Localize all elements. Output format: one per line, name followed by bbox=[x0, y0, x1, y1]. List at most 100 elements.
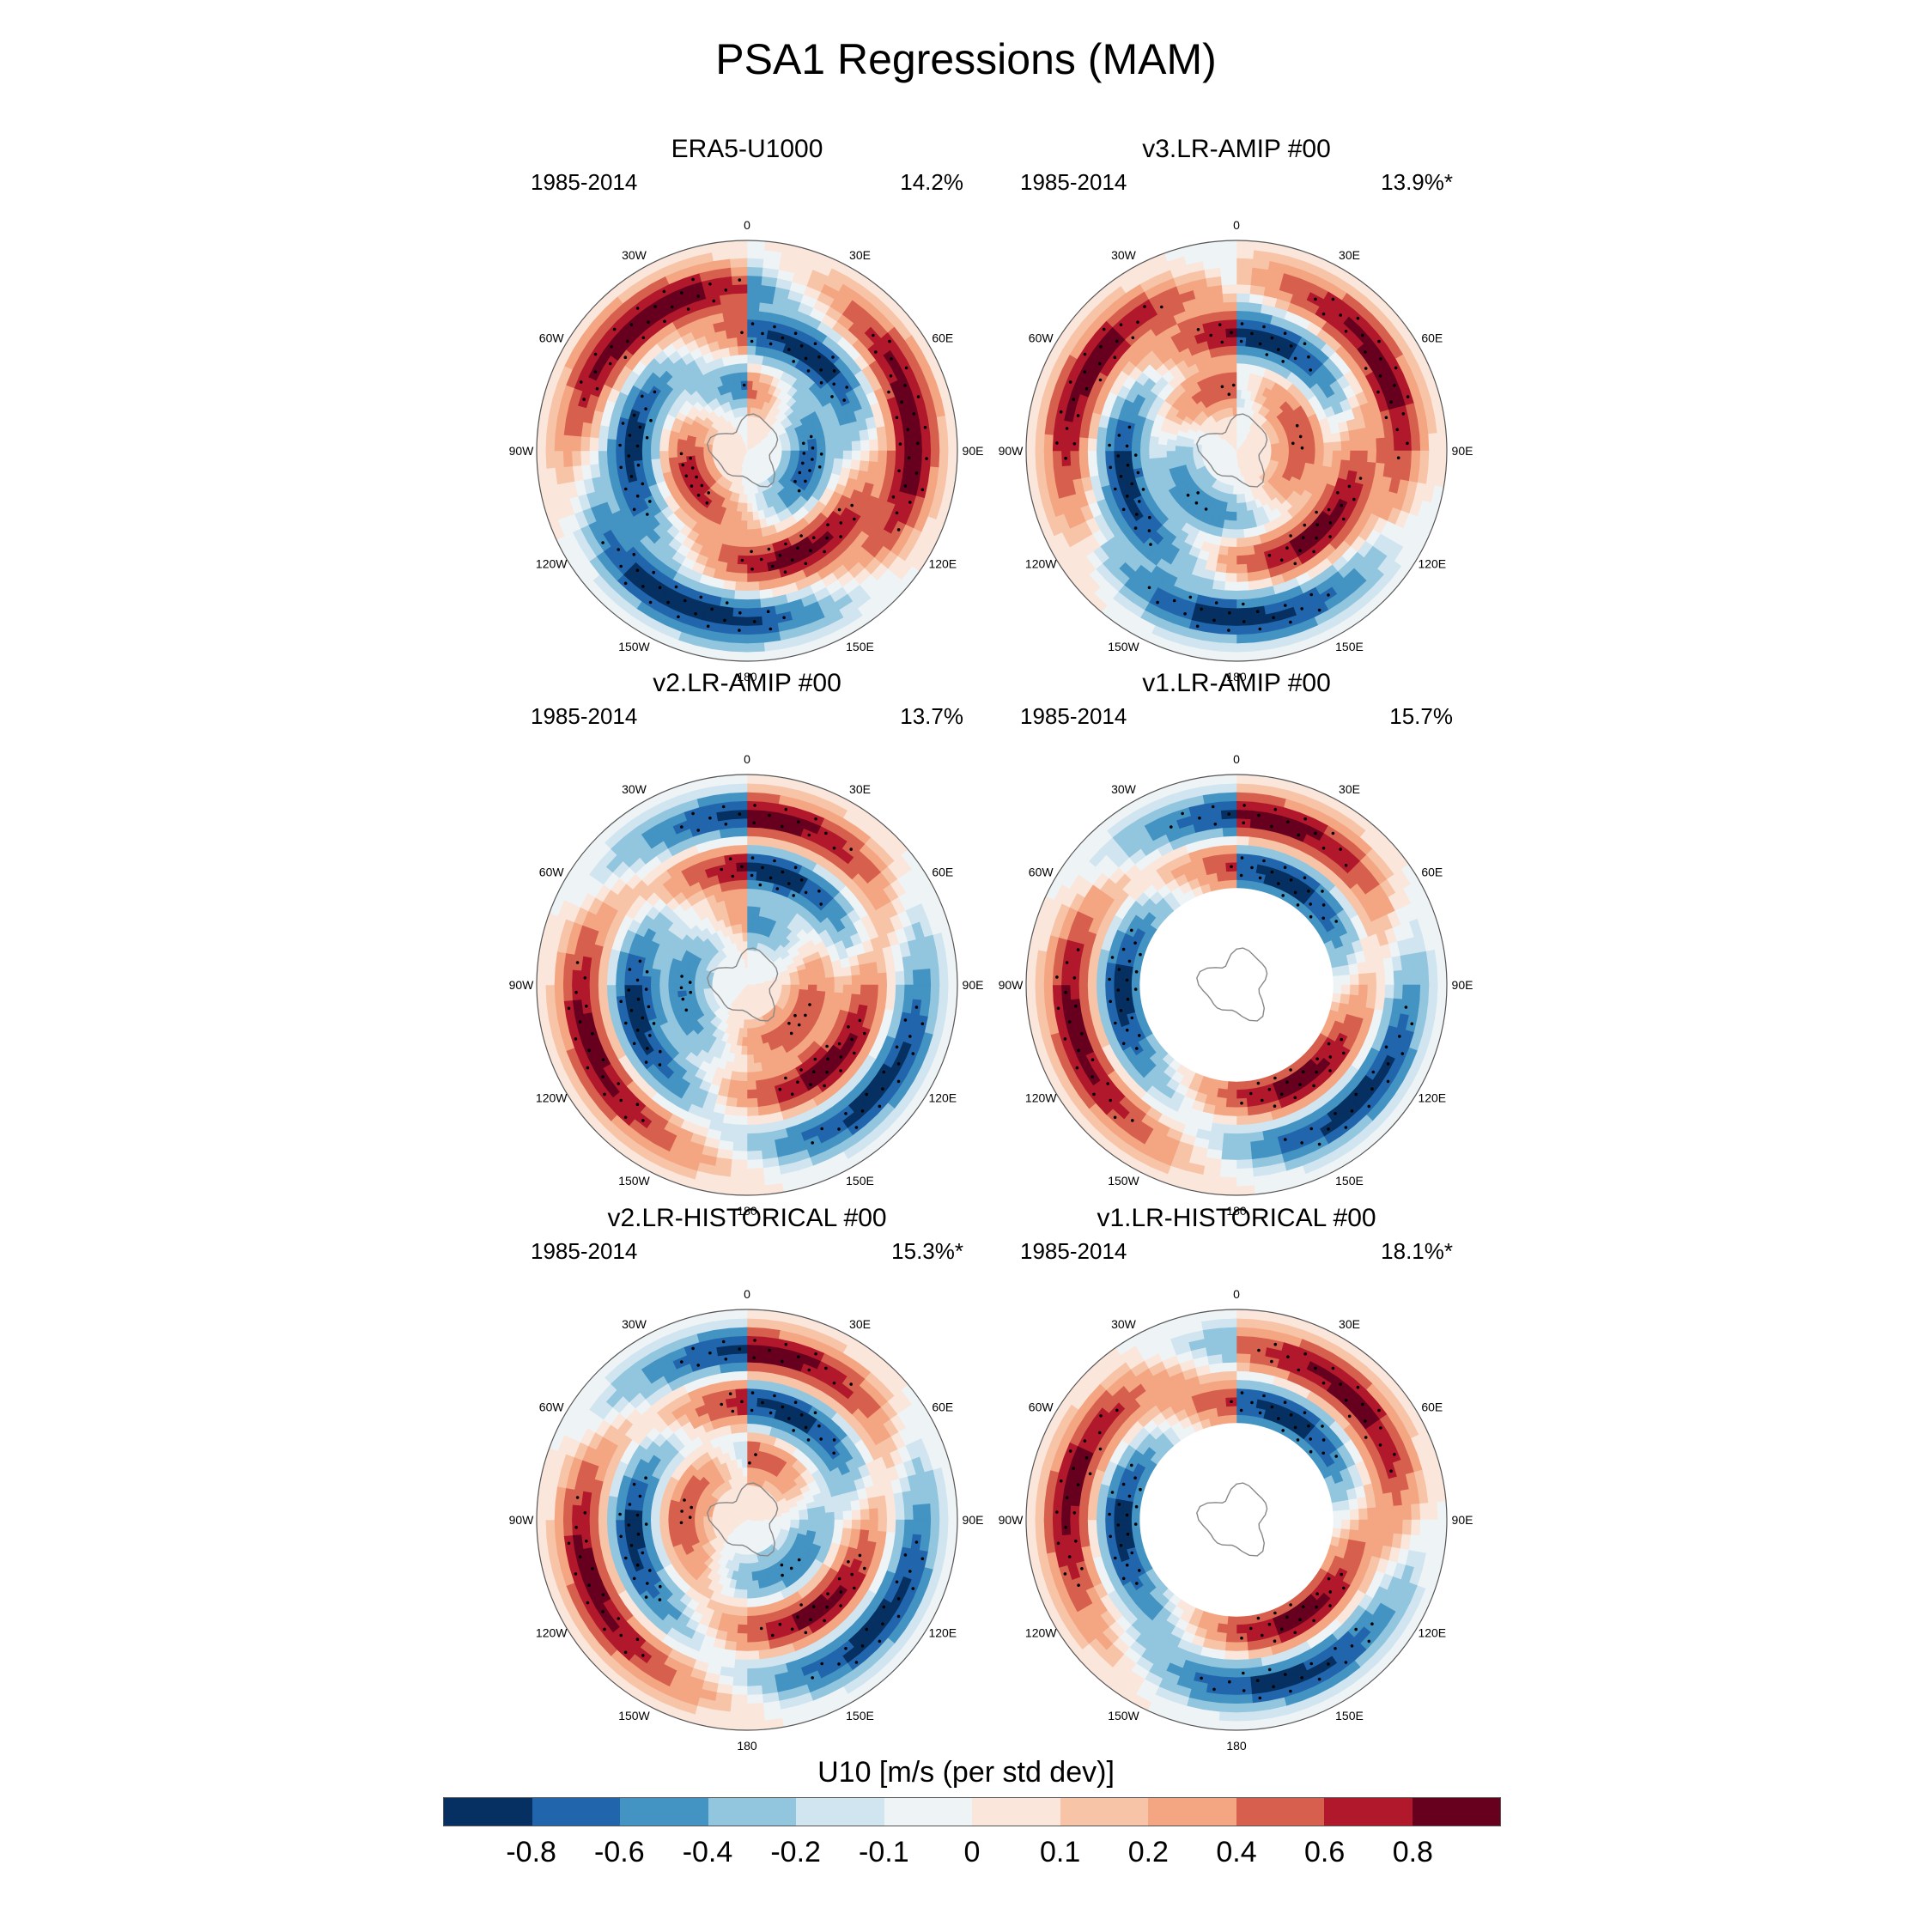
significance-dot bbox=[787, 882, 791, 885]
field-cell bbox=[616, 428, 627, 440]
field-cell bbox=[633, 964, 644, 976]
field-cell bbox=[1245, 554, 1257, 565]
field-cell bbox=[1218, 248, 1237, 259]
field-cell bbox=[1236, 371, 1244, 381]
field-cell bbox=[746, 371, 755, 381]
field-cell bbox=[752, 519, 762, 530]
significance-dot bbox=[825, 1070, 829, 1074]
significance-dot bbox=[796, 1080, 799, 1084]
significance-dot bbox=[679, 452, 683, 456]
field-cell bbox=[1026, 450, 1036, 470]
field-cell bbox=[1236, 266, 1254, 276]
significance-dot bbox=[632, 1042, 636, 1046]
significance-dot bbox=[1102, 327, 1106, 331]
significance-dot bbox=[923, 425, 927, 429]
field-cell bbox=[869, 984, 879, 997]
field-cell bbox=[886, 450, 896, 465]
significance-dot bbox=[767, 547, 771, 551]
field-cell bbox=[1358, 439, 1369, 452]
figure-title: PSA1 Regressions (MAM) bbox=[715, 35, 1217, 83]
field-cell bbox=[1419, 434, 1430, 452]
significance-dot bbox=[1327, 593, 1330, 597]
significance-dot bbox=[799, 878, 804, 882]
field-cell bbox=[746, 1097, 758, 1109]
field-cell bbox=[746, 310, 760, 320]
regression-field bbox=[1026, 240, 1447, 661]
regression-field bbox=[537, 240, 957, 661]
significance-dot bbox=[766, 610, 770, 613]
field-cell bbox=[742, 932, 748, 942]
significance-dot bbox=[1117, 434, 1121, 437]
significance-dot bbox=[799, 344, 804, 348]
field-cell bbox=[1236, 563, 1248, 574]
field-cell bbox=[1230, 511, 1237, 522]
significance-dot bbox=[612, 327, 617, 331]
significance-dot bbox=[839, 521, 843, 525]
significance-dot bbox=[1172, 598, 1176, 603]
field-cell bbox=[1236, 511, 1243, 522]
significance-dot bbox=[1307, 355, 1310, 359]
field-cell bbox=[895, 450, 906, 465]
field-cell bbox=[580, 450, 591, 466]
significance-dot bbox=[601, 541, 605, 544]
significance-dot bbox=[826, 1057, 829, 1060]
field-cell bbox=[755, 545, 766, 556]
significance-dot bbox=[1220, 385, 1224, 389]
significance-dot bbox=[1125, 444, 1129, 448]
significance-dot bbox=[636, 997, 641, 1001]
significance-dot bbox=[619, 564, 623, 568]
field-cell bbox=[807, 438, 817, 447]
field-cell bbox=[711, 450, 721, 454]
field-cell bbox=[850, 993, 861, 1005]
significance-dot bbox=[641, 482, 645, 486]
field-cell bbox=[751, 1045, 760, 1055]
field-cell bbox=[1200, 450, 1211, 454]
panel-period: 1985-2014 bbox=[531, 703, 638, 729]
field-cell bbox=[725, 562, 738, 574]
field-cell bbox=[1236, 573, 1249, 583]
significance-dot bbox=[1133, 453, 1138, 457]
significance-dot bbox=[621, 422, 625, 425]
field-cell bbox=[1340, 440, 1352, 452]
significance-dot bbox=[742, 383, 746, 387]
significance-dot bbox=[793, 866, 798, 869]
field-cell bbox=[746, 266, 764, 276]
field-cell bbox=[1148, 442, 1158, 452]
significance-dot bbox=[1321, 312, 1326, 316]
significance-dot bbox=[593, 370, 598, 374]
significance-dot bbox=[740, 558, 744, 562]
field-cell bbox=[1221, 283, 1237, 295]
field-cell bbox=[659, 457, 670, 467]
field-cell bbox=[623, 440, 635, 452]
field-cell bbox=[1139, 450, 1150, 460]
field-cell bbox=[554, 434, 564, 452]
field-cell bbox=[781, 981, 792, 986]
field-cell bbox=[1332, 440, 1342, 452]
significance-dot bbox=[920, 488, 925, 492]
field-cell bbox=[746, 1045, 754, 1056]
significance-dot bbox=[690, 484, 694, 488]
field-cell bbox=[842, 440, 853, 452]
antarctica-coastline bbox=[707, 413, 779, 488]
field-cell bbox=[746, 520, 755, 531]
significance-dot bbox=[809, 434, 813, 439]
field-cell bbox=[730, 258, 748, 268]
field-cell bbox=[1229, 371, 1237, 381]
field-cell bbox=[834, 975, 844, 986]
field-cell bbox=[1087, 437, 1097, 452]
field-cell bbox=[1401, 450, 1413, 467]
field-cell bbox=[746, 1089, 757, 1100]
significance-dot bbox=[632, 413, 636, 417]
field-cell bbox=[825, 976, 835, 986]
field-cell bbox=[886, 437, 896, 452]
significance-dot bbox=[1131, 336, 1135, 340]
significance-dot bbox=[802, 452, 806, 455]
panel-title: v2.LR-AMIP #00 bbox=[653, 669, 841, 697]
significance-dot bbox=[1284, 604, 1287, 607]
field-cell bbox=[746, 598, 762, 610]
significance-dot bbox=[906, 428, 909, 432]
field-cell bbox=[746, 634, 764, 644]
significance-dot bbox=[1083, 370, 1087, 374]
significance-dot bbox=[1309, 592, 1313, 597]
